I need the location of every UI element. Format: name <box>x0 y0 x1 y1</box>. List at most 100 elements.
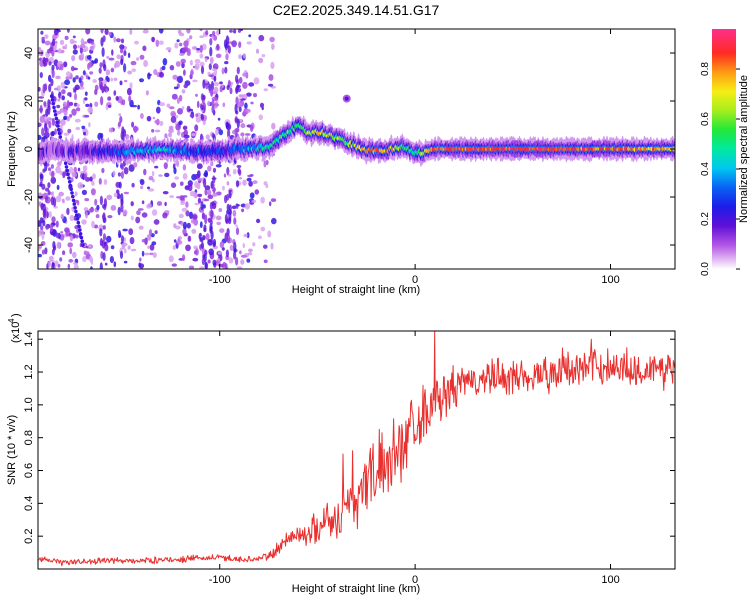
spectrogram-noise-cell <box>224 66 228 74</box>
spectrogram-noise-cell <box>203 177 207 188</box>
spectrogram-noise-cell <box>205 233 210 241</box>
spectrogram-noise-cell <box>74 92 77 101</box>
spectrogram-noise-cell <box>165 47 172 51</box>
spectrogram-noise-cell <box>133 162 138 168</box>
spectrogram-noise-cell <box>224 61 229 65</box>
spectrogram-noise-cell <box>182 173 188 180</box>
spectrogram-noise-cell <box>136 57 140 61</box>
figure-title: C2E2.2025.349.14.51.G17 <box>273 2 440 18</box>
spectrogram-noise-cell <box>59 39 65 46</box>
spectrogram-noise-cell <box>120 131 124 140</box>
spectrogram-noise-cell <box>222 102 226 108</box>
spectrogram-noise-cell <box>249 124 254 132</box>
spectrogram-noise-cell <box>216 29 221 36</box>
spectrogram-noise-cell <box>189 35 193 40</box>
spectrogram-noise-cell <box>263 244 268 249</box>
spectrogram-noise-cell <box>65 76 70 81</box>
spectrogram-noise-cell <box>261 54 266 58</box>
spectrogram-noise-cell <box>151 241 157 246</box>
spectrogram-streak-cell <box>68 183 73 188</box>
spectrogram-noise-cell <box>212 167 217 173</box>
spectrogram-noise-cell <box>189 59 193 66</box>
spectrogram-noise-cell <box>189 114 195 118</box>
spectrogram-noise-cell <box>195 113 199 117</box>
spectrogram-noise-cell <box>120 38 125 44</box>
spectrogram-noise-cell <box>155 39 160 47</box>
spectrogram-noise-cell <box>110 205 117 211</box>
spectrogram-noise-cell <box>236 66 240 75</box>
spectrogram-noise-cell <box>255 48 260 54</box>
spectrogram-noise-cell <box>51 170 55 180</box>
spectrogram-noise-cell <box>227 128 231 139</box>
x-tick-label: -100 <box>209 574 231 586</box>
spectrogram-noise-cell <box>90 188 96 196</box>
spectrogram-noise-cell <box>130 60 137 66</box>
spectrogram-noise-cell <box>86 55 92 60</box>
spectrogram-noise-cell <box>58 191 64 197</box>
spectrogram-noise-cell <box>140 113 144 119</box>
spectrogram-streak-cell <box>69 187 73 191</box>
spectrogram-noise-cell <box>96 204 100 211</box>
spectrogram-noise-cell <box>168 132 172 138</box>
spectrogram-noise-cell <box>164 172 170 178</box>
spectrogram-noise-cell <box>57 48 62 54</box>
spectrogram-noise-cell <box>126 87 132 96</box>
spectrogram-noise-cell <box>51 130 55 136</box>
spectrogram-noise-cell <box>85 103 90 107</box>
spectrogram-noise-cell <box>186 222 191 229</box>
spectrogram-noise-cell <box>207 71 211 76</box>
spectrogram-noise-cell <box>39 229 44 235</box>
spectrogram-noise-cell <box>213 75 217 82</box>
spectrogram-noise-cell <box>233 217 237 225</box>
spectrogram-noise-cell <box>88 208 94 213</box>
spectrogram-noise-cell <box>175 123 181 131</box>
spectrogram-noise-cell <box>237 29 242 33</box>
snr-panel: -100 0 100 0.2 0.4 0.6 0.8 1.0 1.2 1.4 Height of … <box>6 313 676 595</box>
spectrogram-noise-cell <box>217 117 221 121</box>
snr-multiplier-close: ) <box>10 313 22 317</box>
spectrogram-noise-cell <box>39 217 44 224</box>
spectrogram-noise-cell <box>253 77 260 85</box>
spectrogram-noise-cell <box>218 263 224 268</box>
spectrogram-noise-cell <box>123 191 130 195</box>
spectrogram-noise-cell <box>72 77 76 83</box>
spectrogram-noise-cell <box>192 257 199 262</box>
spectrogram-noise-cell <box>50 78 54 87</box>
snr-axes: -100 0 100 0.2 0.4 0.6 0.8 1.0 1.2 1.4 <box>23 331 675 586</box>
spectrogram-noise-cell <box>247 174 253 178</box>
spectrogram-noise-cell <box>208 74 214 77</box>
spectrogram-noise-cell <box>65 71 72 77</box>
spectrogram-noise-cell <box>69 234 74 242</box>
spectrogram-noise-cell <box>119 44 125 50</box>
spectrogram-noise-cell <box>41 127 45 137</box>
spectrogram-noise-cell <box>183 84 188 89</box>
spectrogram-noise-cell <box>226 84 230 91</box>
spectrogram-streak-cell <box>53 109 57 113</box>
spectrogram-noise-cell <box>194 63 200 71</box>
spectrogram-noise-cell <box>229 244 234 251</box>
y-tick-label: 20 <box>23 95 35 107</box>
spectrogram-noise-cell <box>59 63 64 71</box>
spectrogram-noise-cell <box>123 167 129 175</box>
spectrogram-noise-cell <box>38 87 41 92</box>
spectrogram-noise-cell <box>173 223 177 229</box>
spectrogram-noise-cell <box>180 200 186 206</box>
spectrogram-noise-cell <box>246 258 251 263</box>
spectrogram-noise-cell <box>141 239 147 243</box>
spectrogram-noise-cell <box>271 122 276 130</box>
spectrogram-noise-cell <box>88 39 95 42</box>
spectrogram-noise-cell <box>195 49 201 53</box>
spectrogram-noise-cell <box>106 56 110 59</box>
spectrogram-noise-cell <box>137 104 141 110</box>
spectrogram-noise-cell <box>248 180 253 187</box>
spectrogram-streak-cell <box>77 224 81 229</box>
spectrogram-noise-cell <box>116 193 121 200</box>
spectrogram-noise-cell <box>179 52 185 57</box>
spectrogram-noise-cell <box>111 49 114 56</box>
spectrogram-streak-cell <box>71 198 76 203</box>
spectrogram-noise-cell <box>231 40 238 48</box>
spectrogram-noise-cell <box>233 241 237 252</box>
spectrogram-noise-cell <box>219 241 225 249</box>
spectrogram-noise-cell <box>84 97 88 101</box>
